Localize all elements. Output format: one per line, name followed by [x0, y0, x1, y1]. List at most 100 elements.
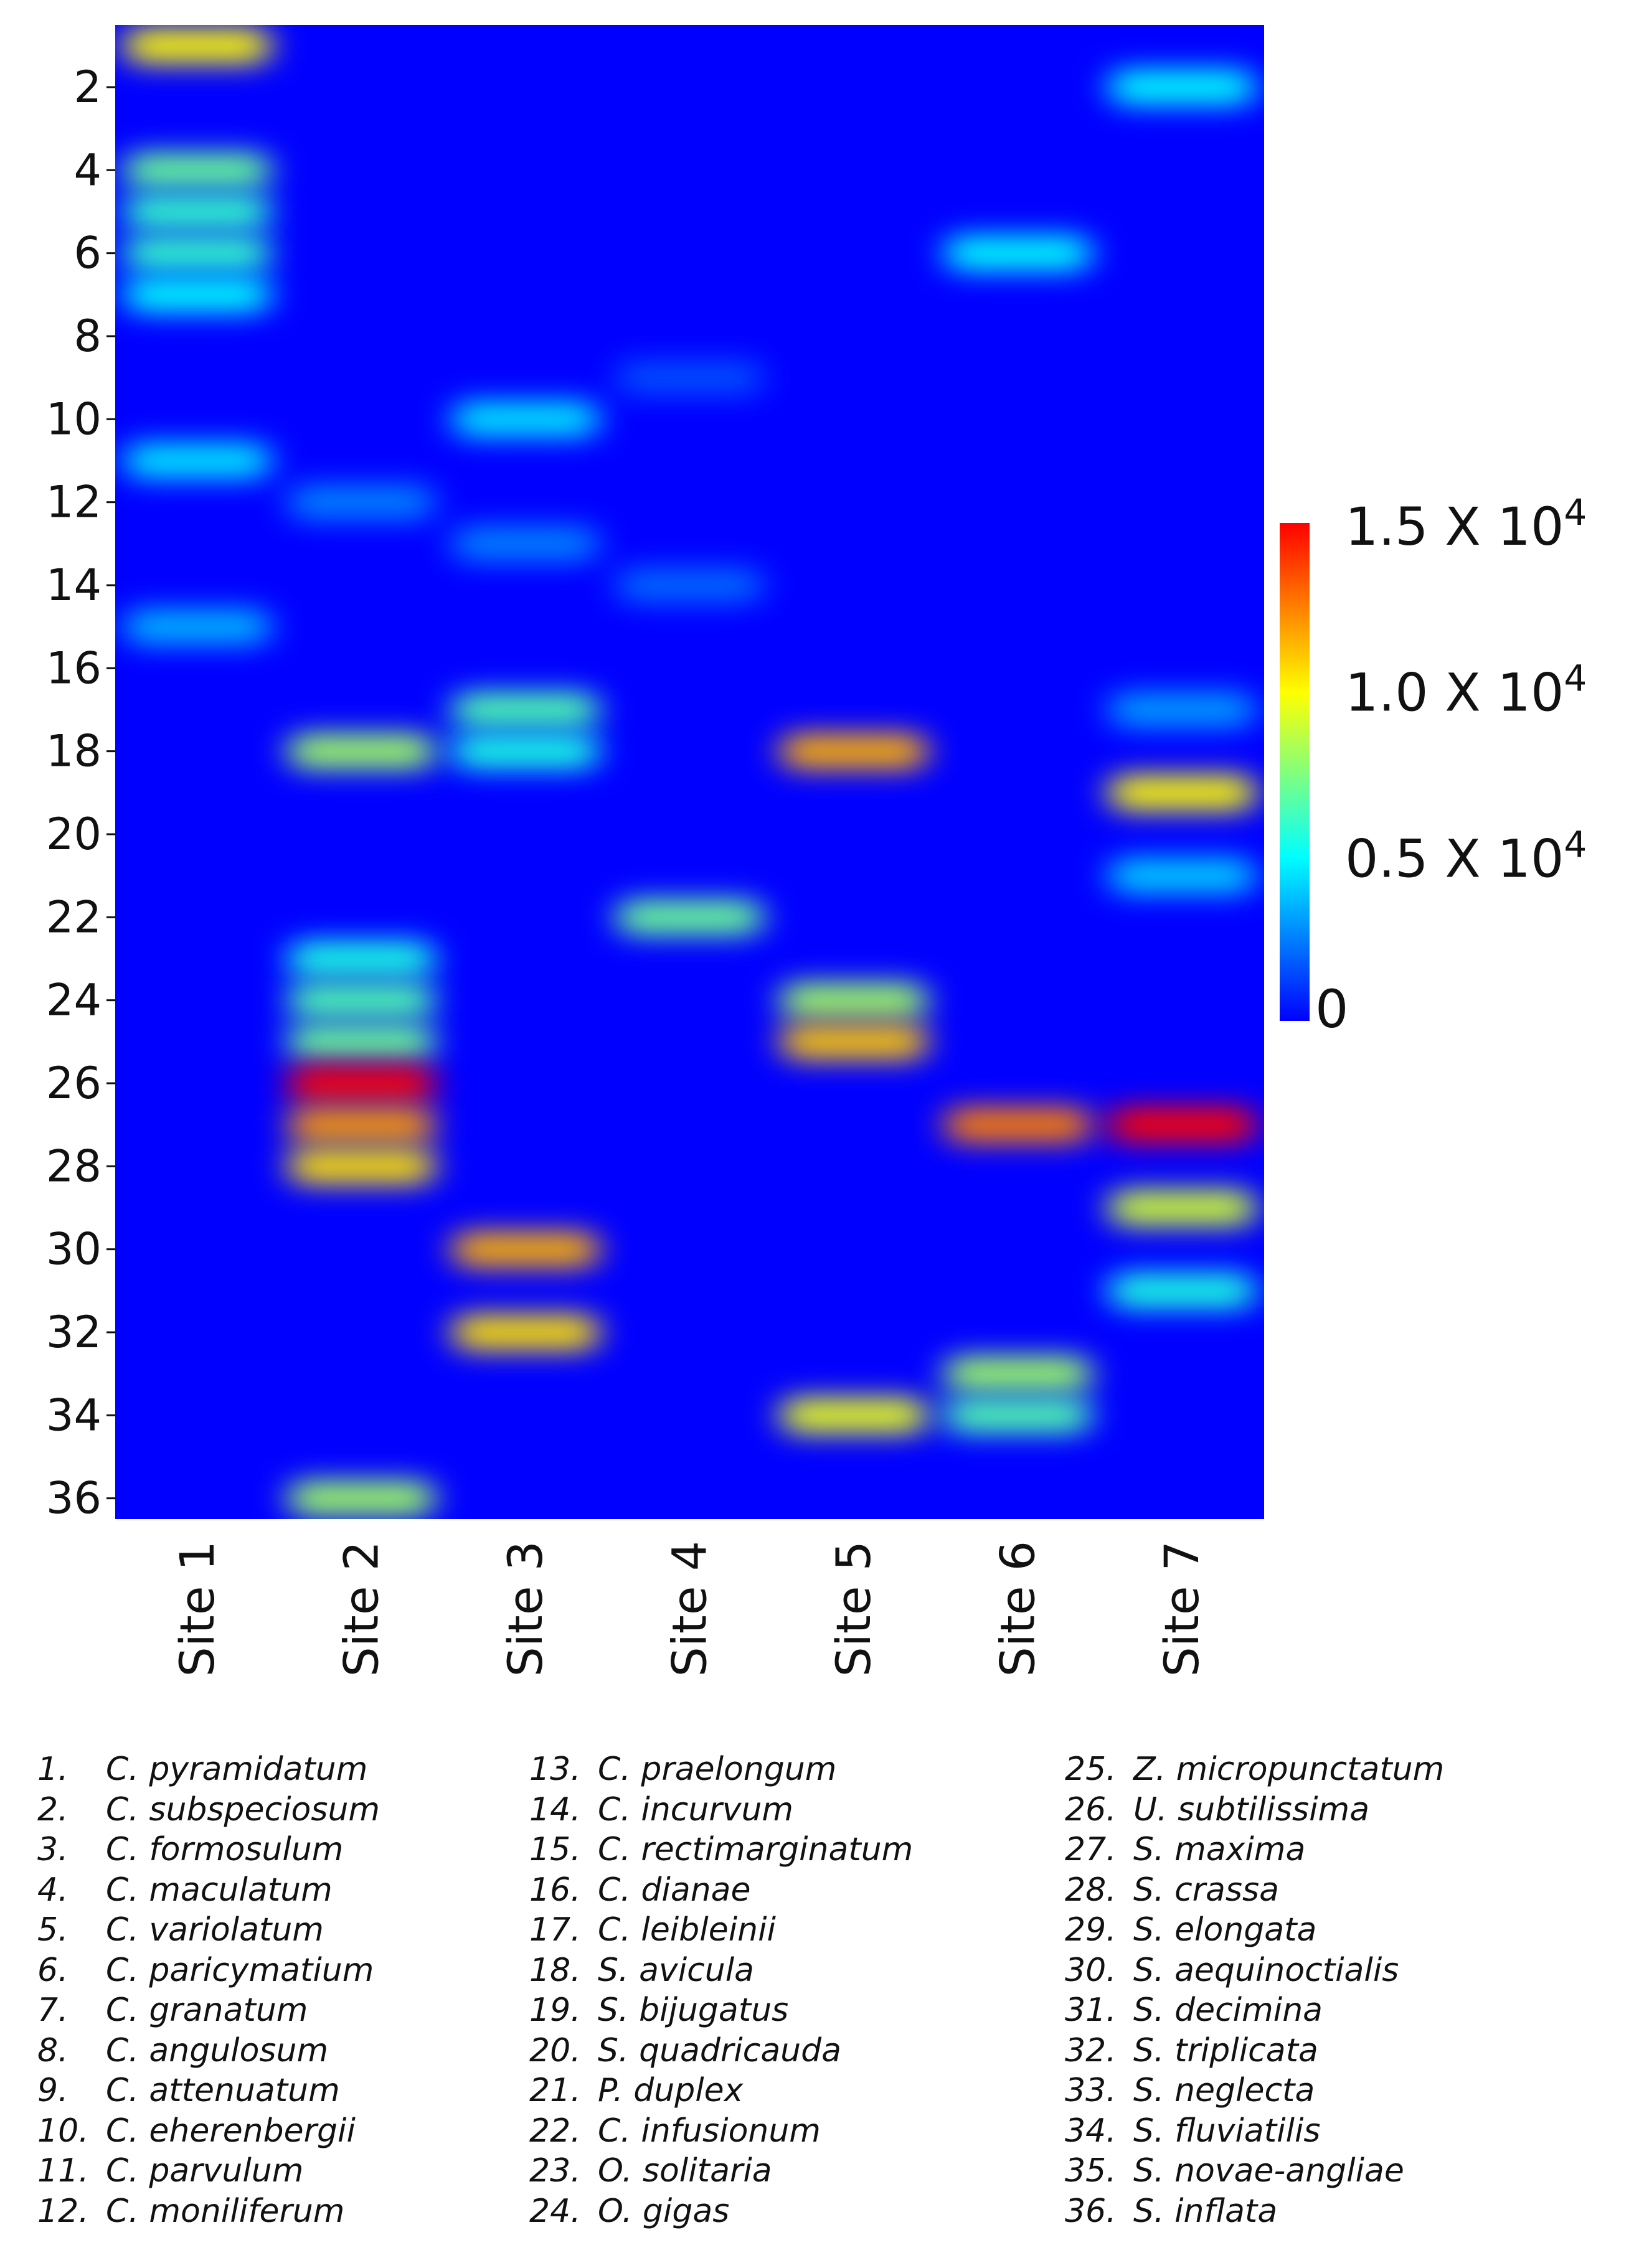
legend-item: 10. C. eherenbergii — [37, 2111, 380, 2152]
legend-number: 33. — [1065, 2072, 1117, 2109]
y-tick-label: 6 — [73, 228, 102, 279]
legend-item: 21. P. duplex — [529, 2071, 913, 2111]
legend-species-name: C. granatum — [106, 1992, 308, 2029]
legend-column-3: 25. Z. micropunctatum 26. U. subtilissima 27… — [1065, 1749, 1444, 2231]
legend-number: 10. — [37, 2112, 89, 2150]
legend-species-name: S. neglecta — [1133, 2072, 1315, 2109]
legend-item: 20. S. quadricauda — [529, 2031, 913, 2071]
legend-item: 14. C. incurvum — [529, 1790, 913, 1830]
legend-item: 4. C. maculatum — [37, 1870, 380, 1911]
heatmap-cell — [451, 1231, 600, 1267]
legend-species-name: C. leibleinii — [598, 1911, 776, 1949]
legend-item: 12. C. moniliferum — [37, 2191, 380, 2232]
legend-number: 30. — [1065, 1951, 1117, 1989]
legend-number: 32. — [1065, 2031, 1117, 2069]
x-tick-label: Site 1 — [169, 1541, 225, 1677]
heatmap-cell — [780, 982, 928, 1018]
colorbar-label: 1.0 X 104 — [1345, 657, 1587, 723]
legend-number: 2. — [37, 1790, 68, 1828]
legend-item: 30. S. aequinoctialis — [1065, 1950, 1444, 1991]
legend-number: 14. — [529, 1790, 581, 1828]
legend-item: 2. C. subspeciosum — [37, 1790, 380, 1830]
x-tick-label: Site 2 — [333, 1541, 389, 1677]
y-tick-label: 34 — [46, 1390, 102, 1441]
heatmap-cell — [615, 360, 764, 395]
legend-number: 20. — [529, 2031, 581, 2069]
heatmap-cell — [287, 1065, 435, 1101]
legend-item: 34. S. fluviatilis — [1065, 2111, 1444, 2152]
legend-item: 3. C. formosulum — [37, 1830, 380, 1870]
y-tick-label: 26 — [46, 1058, 102, 1109]
legend-species-name: C. eherenbergii — [106, 2112, 356, 2150]
legend-number: 18. — [529, 1951, 581, 1989]
y-tick-label: 32 — [46, 1307, 102, 1358]
plot-background — [115, 25, 1264, 1519]
y-tick-label: 14 — [46, 560, 102, 611]
x-tick-label: Site 3 — [498, 1541, 553, 1677]
legend-species-name: C. pyramidatum — [106, 1751, 368, 1788]
legend-item: 13. C. praelongum — [529, 1749, 913, 1790]
legend-species-name: C. moniliferum — [106, 2192, 345, 2230]
y-tick-label: 2 — [73, 62, 102, 113]
legend-item: 31. S. decimina — [1065, 1990, 1444, 2031]
heatmap-cell — [780, 733, 928, 769]
legend-species-name: C. attenuatum — [106, 2072, 340, 2109]
legend-item: 32. S. triplicata — [1065, 2031, 1444, 2071]
heatmap-cell — [287, 1149, 435, 1184]
heatmap-cell — [287, 1024, 435, 1060]
legend-item: 33. S. neglecta — [1065, 2071, 1444, 2111]
legend-number: 23. — [529, 2152, 581, 2190]
heatmap-cell — [451, 526, 600, 562]
legend-item: 8. C. angulosum — [37, 2031, 380, 2071]
colorbar-label: 0.5 X 104 — [1345, 823, 1587, 889]
legend-number: 31. — [1065, 1992, 1117, 2029]
legend-species-name: C. infusionum — [598, 2112, 821, 2150]
legend-item: 24. O. gigas — [529, 2191, 913, 2232]
legend-number: 19. — [529, 1992, 581, 2029]
legend-item: 23. O. solitaria — [529, 2151, 913, 2191]
heatmap-cell — [451, 402, 600, 437]
legend-number: 28. — [1065, 1871, 1117, 1909]
legend-item: 15. C. rectimarginatum — [529, 1830, 913, 1870]
legend-species-name: C. maculatum — [106, 1871, 333, 1909]
x-tick-label: Site 5 — [826, 1541, 881, 1677]
heatmap-cell — [123, 153, 272, 188]
legend-number: 24. — [529, 2192, 581, 2230]
legend-number: 27. — [1065, 1831, 1117, 1868]
heatmap-cell — [1108, 1107, 1256, 1142]
y-tick-label: 20 — [46, 809, 102, 860]
legend-number: 15. — [529, 1831, 581, 1868]
legend-item: 25. Z. micropunctatum — [1065, 1749, 1444, 1790]
legend-species-name: C. parvulum — [106, 2152, 304, 2190]
y-tick-label: 18 — [46, 726, 102, 777]
legend-item: 7. C. granatum — [37, 1990, 380, 2031]
y-tick-label: 30 — [46, 1224, 102, 1275]
heatmap-cell — [287, 1480, 435, 1516]
legend-species-name: C. incurvum — [598, 1790, 794, 1828]
legend-number: 3. — [37, 1831, 68, 1868]
y-tick-label: 8 — [73, 311, 102, 362]
heatmap-cell — [1108, 69, 1256, 105]
legend-species-name: Z. micropunctatum — [1133, 1751, 1445, 1788]
legend-species-name: S. crassa — [1133, 1871, 1279, 1909]
heatmap-cell — [287, 484, 435, 520]
heatmap-cell — [123, 277, 272, 313]
legend-species-name: U. subtilissima — [1133, 1790, 1370, 1828]
heatmap-cell — [123, 194, 272, 230]
legend-species-name: S. avicula — [598, 1951, 755, 1989]
y-tick-label: 28 — [46, 1141, 102, 1192]
heatmap-cell — [123, 28, 272, 64]
y-tick-label: 10 — [46, 393, 102, 445]
legend-species-name: S. decimina — [1133, 1992, 1323, 2029]
x-tick-label: Site 4 — [662, 1541, 717, 1677]
legend-item: 27. S. maxima — [1065, 1830, 1444, 1870]
heatmap-cell — [1108, 858, 1256, 893]
legend-item: 29. S. elongata — [1065, 1910, 1444, 1950]
legend-item: 1. C. pyramidatum — [37, 1749, 380, 1790]
legend-number: 21. — [529, 2072, 581, 2109]
legend-number: 17. — [529, 1911, 581, 1949]
heatmap-cell — [451, 733, 600, 769]
legend-number: 26. — [1065, 1790, 1117, 1828]
y-tick-label: 12 — [46, 477, 102, 528]
legend-number: 35. — [1065, 2152, 1117, 2190]
